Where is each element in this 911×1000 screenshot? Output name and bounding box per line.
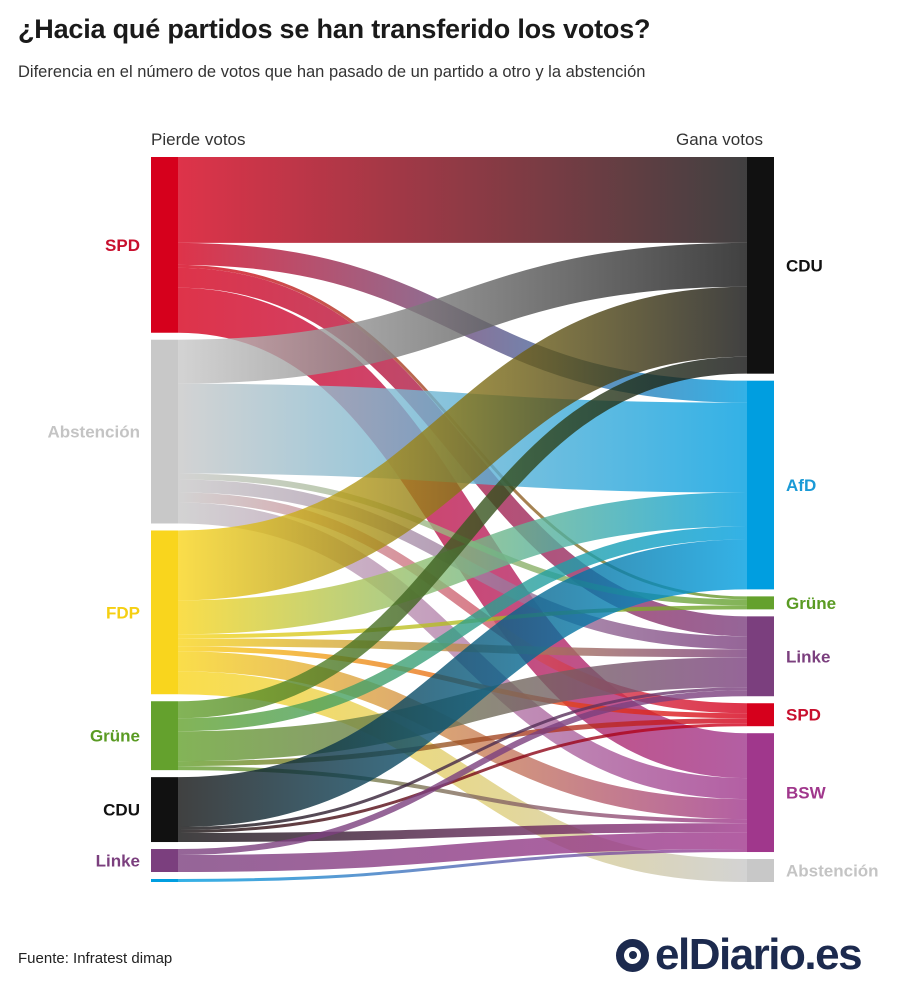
eldiario-logo: elDiario.es <box>616 930 863 980</box>
source-label-fdp: FDP <box>106 603 140 622</box>
flow-fdp-to-bsw <box>177 651 748 820</box>
flow-afd-to-bsw <box>177 849 748 882</box>
source-node-fdp <box>151 530 178 695</box>
source-node-spd <box>151 157 178 333</box>
source-note: Fuente: Infratest dimap <box>18 950 173 967</box>
flow-linke-to-bsw <box>177 832 748 873</box>
source-node-grune <box>151 701 178 771</box>
flow-cdu-to-afd <box>177 539 748 828</box>
target-node-abstencion <box>747 859 774 882</box>
left-column-label: Pierde votos <box>151 130 246 149</box>
flow-cdu-to-linke <box>177 687 748 831</box>
target-label-linke: Linke <box>786 647 830 666</box>
flow-abstencion-to-cdu <box>177 242 748 384</box>
target-label-bsw: BSW <box>786 784 827 803</box>
flow-linke-to-linke <box>177 690 748 856</box>
target-node-linke <box>747 616 774 697</box>
target-node-afd <box>747 380 774 590</box>
source-node-cdu <box>151 777 178 843</box>
target-node-bsw <box>747 733 774 853</box>
source-label-grune: Grüne <box>90 727 140 746</box>
chart-subtitle: Diferencia en el número de votos que han… <box>18 63 646 81</box>
flow-grune-to-spd <box>177 718 748 767</box>
source-label-spd: SPD <box>105 236 140 255</box>
target-label-abstencion: Abstención <box>786 862 879 881</box>
source-node-linke <box>151 849 178 873</box>
target-node-cdu <box>747 157 774 374</box>
flow-cdu-to-spd <box>177 723 748 834</box>
source-label-cdu: CDU <box>103 801 140 820</box>
chart-title: ¿Hacia qué partidos se han transferido l… <box>18 14 651 44</box>
target-node-grune <box>747 596 774 610</box>
source-label-abstencion: Abstención <box>47 423 140 442</box>
flow-fdp-to-linke <box>177 638 748 658</box>
flow-fdp-to-cdu <box>177 286 748 601</box>
logo-wordmark: elDiario.es <box>655 930 863 979</box>
flow-fdp-to-afd <box>177 492 748 635</box>
flow-cdu-to-bsw <box>177 823 748 843</box>
target-label-cdu: CDU <box>786 256 823 275</box>
target-label-spd: SPD <box>786 706 821 725</box>
flow-grune-to-afd <box>177 526 748 732</box>
logo-circle-icon <box>616 938 649 972</box>
source-label-linke: Linke <box>96 852 140 871</box>
target-label-afd: AfD <box>786 476 816 495</box>
flow-grune-to-cdu <box>177 356 748 719</box>
source-node-afd <box>151 879 178 882</box>
right-column-label: Gana votos <box>676 130 763 149</box>
target-label-grune: Grüne <box>786 594 836 613</box>
target-node-spd <box>747 703 774 727</box>
source-node-abstencion <box>151 339 178 524</box>
